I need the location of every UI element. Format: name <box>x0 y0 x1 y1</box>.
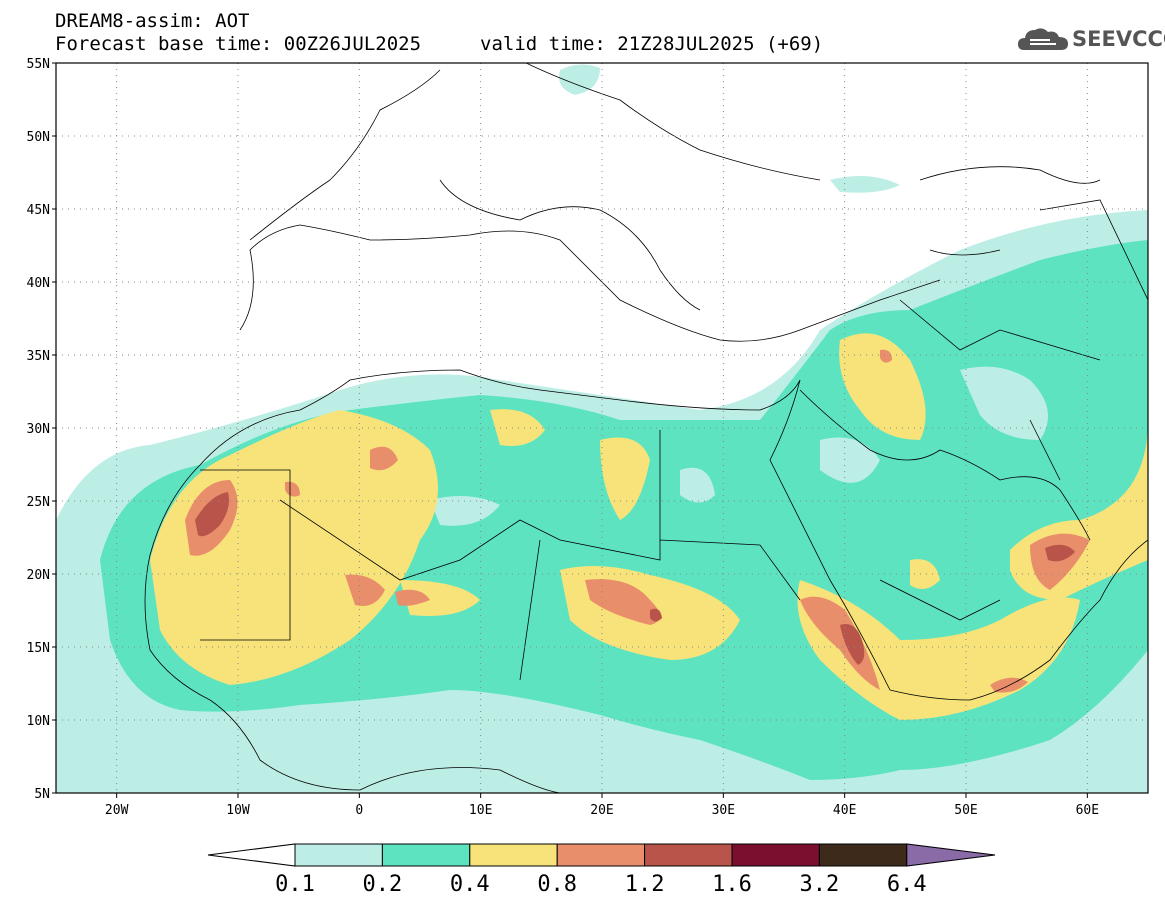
colorbar-segment <box>381 843 471 867</box>
lat-label: 20N <box>27 568 50 583</box>
lat-label: 40N <box>27 276 50 291</box>
colorbar-segment <box>469 843 558 867</box>
colorbar-level-label: 1.6 <box>712 872 752 897</box>
colorbar-segment <box>818 843 908 867</box>
coastlines <box>144 63 1148 793</box>
lat-label: 30N <box>27 422 50 437</box>
lon-label: 60E <box>1076 803 1099 818</box>
lon-label: 20E <box>590 803 613 818</box>
colorbar-level-label: 3.2 <box>800 872 840 897</box>
colorbar-segment <box>294 843 383 867</box>
lat-label: 55N <box>27 57 50 72</box>
seevccc-logo <box>1016 22 1156 58</box>
lat-label: 50N <box>27 130 50 145</box>
colorbar-level-label: 0.1 <box>275 872 315 897</box>
aot-field <box>56 64 1148 793</box>
grid-lines <box>56 63 1148 793</box>
lat-label: 10N <box>27 714 50 729</box>
colorbar-labels: 0.1 0.2 0.4 0.8 1.2 1.6 3.2 6.4 <box>275 872 927 897</box>
axis-ticks <box>52 62 1088 798</box>
cloud-icon <box>1018 28 1068 50</box>
lat-label: 25N <box>27 495 50 510</box>
lon-label: 0 <box>355 803 363 818</box>
colorbar-over-triangle <box>906 843 996 867</box>
lat-label: 5N <box>34 787 50 802</box>
lat-label: 15N <box>27 641 50 656</box>
colorbar-level-label: 6.4 <box>887 872 927 897</box>
title-line-1: DREAM8-assim: AOT <box>55 10 250 32</box>
colorbar-segment <box>731 843 820 867</box>
logo-text: SEEVCCC <box>1072 27 1165 51</box>
colorbar-segment <box>556 843 646 867</box>
colorbar-segment <box>644 843 733 867</box>
lat-label: 35N <box>27 349 50 364</box>
colorbar-level-label: 0.4 <box>450 872 490 897</box>
colorbar-level-label: 1.2 <box>625 872 665 897</box>
lat-labels: 55N 50N 45N 40N 35N 30N 25N 20N 15N 10N 5N <box>27 57 50 802</box>
colorbar-under-triangle <box>207 843 296 867</box>
valid-time: valid time: 21Z28JUL2025 (+69) <box>480 33 824 55</box>
lon-label: 10W <box>226 803 250 818</box>
lon-label: 40E <box>833 803 856 818</box>
lon-label: 50E <box>954 803 977 818</box>
colorbar-level-label: 0.2 <box>363 872 403 897</box>
colorbar-level-label: 0.8 <box>537 872 577 897</box>
lon-labels: 20W 10W 0 10E 20E 30E 40E 50E 60E <box>105 803 1099 818</box>
title-line-2: Forecast base time: 00Z26JUL2025 <box>55 33 422 55</box>
lon-label: 20W <box>105 803 129 818</box>
lon-label: 30E <box>712 803 735 818</box>
lat-label: 45N <box>27 203 50 218</box>
lon-label: 10E <box>469 803 492 818</box>
colorbar <box>207 843 996 867</box>
